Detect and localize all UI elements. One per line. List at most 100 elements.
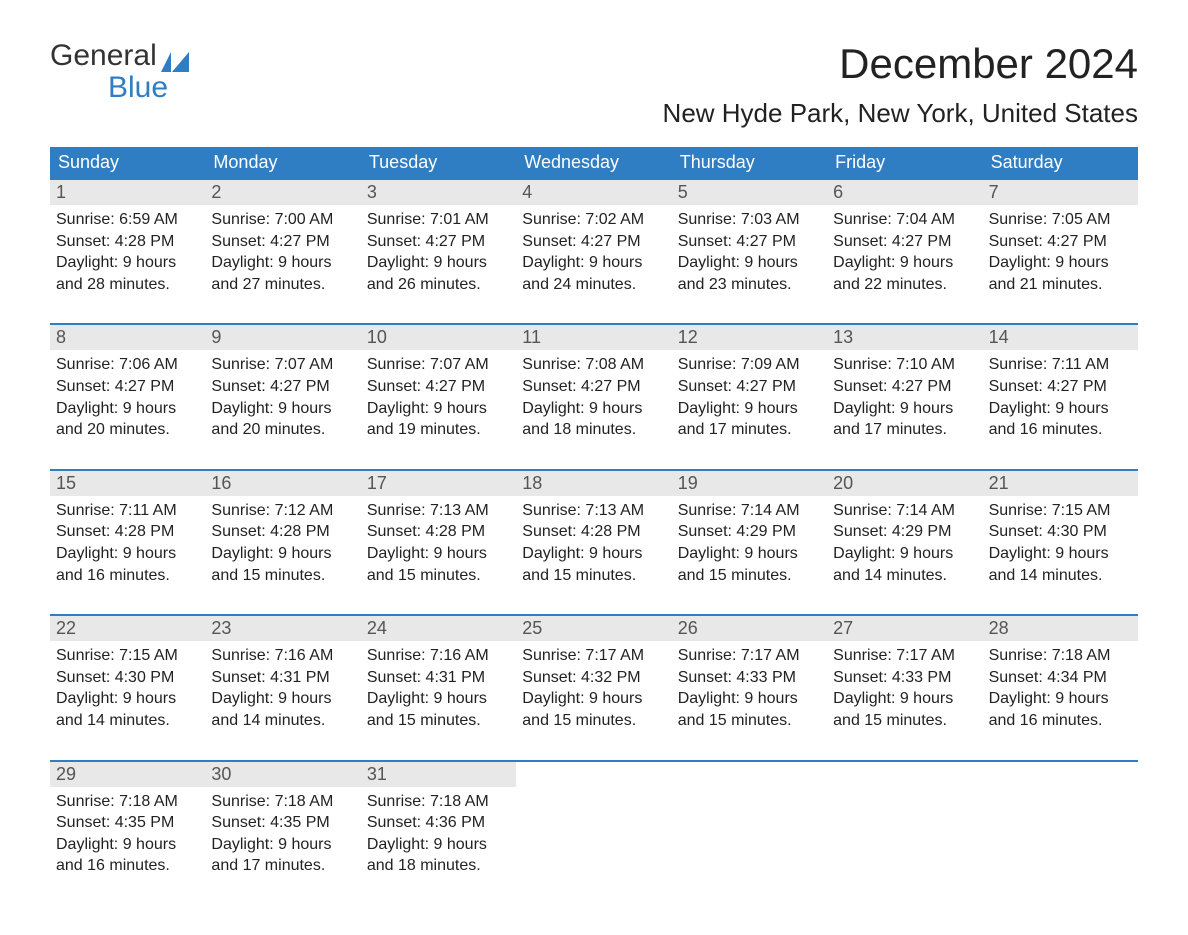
day-body: Sunrise: 6:59 AMSunset: 4:28 PMDaylight:…: [50, 205, 205, 295]
sunset-text: Sunset: 4:33 PM: [678, 667, 821, 689]
sunset-text: Sunset: 4:30 PM: [989, 521, 1132, 543]
sunrise-text: Sunrise: 7:17 AM: [522, 645, 665, 667]
daylight-text: Daylight: 9 hours and 27 minutes.: [211, 252, 354, 295]
day-number: 17: [361, 471, 516, 496]
day-number: 20: [827, 471, 982, 496]
day-body: Sunrise: 7:17 AMSunset: 4:32 PMDaylight:…: [516, 641, 671, 731]
title-block: December 2024 New Hyde Park, New York, U…: [663, 40, 1138, 129]
day-body: Sunrise: 7:13 AMSunset: 4:28 PMDaylight:…: [361, 496, 516, 586]
sunset-text: Sunset: 4:27 PM: [211, 376, 354, 398]
sunset-text: Sunset: 4:31 PM: [367, 667, 510, 689]
daylight-text: Daylight: 9 hours and 14 minutes.: [56, 688, 199, 731]
day-number: 8: [50, 325, 205, 350]
sunset-text: Sunset: 4:30 PM: [56, 667, 199, 689]
sunset-text: Sunset: 4:27 PM: [989, 231, 1132, 253]
day-body: Sunrise: 7:17 AMSunset: 4:33 PMDaylight:…: [827, 641, 982, 731]
day-body: Sunrise: 7:10 AMSunset: 4:27 PMDaylight:…: [827, 350, 982, 440]
day-body: Sunrise: 7:05 AMSunset: 4:27 PMDaylight:…: [983, 205, 1138, 295]
day-body: Sunrise: 7:01 AMSunset: 4:27 PMDaylight:…: [361, 205, 516, 295]
sunrise-text: Sunrise: 7:15 AM: [989, 500, 1132, 522]
calendar-cell: 12Sunrise: 7:09 AMSunset: 4:27 PMDayligh…: [672, 323, 827, 468]
day-body: Sunrise: 7:07 AMSunset: 4:27 PMDaylight:…: [361, 350, 516, 440]
calendar-cell: 18Sunrise: 7:13 AMSunset: 4:28 PMDayligh…: [516, 469, 671, 614]
calendar-cell: 7Sunrise: 7:05 AMSunset: 4:27 PMDaylight…: [983, 178, 1138, 323]
day-header: Friday: [827, 147, 982, 178]
logo-top: General: [50, 40, 189, 72]
day-number: 26: [672, 616, 827, 641]
daylight-text: Daylight: 9 hours and 16 minutes.: [56, 543, 199, 586]
sunrise-text: Sunrise: 7:11 AM: [989, 354, 1132, 376]
sunset-text: Sunset: 4:27 PM: [522, 376, 665, 398]
day-body: Sunrise: 7:03 AMSunset: 4:27 PMDaylight:…: [672, 205, 827, 295]
sunset-text: Sunset: 4:28 PM: [522, 521, 665, 543]
calendar-cell: 17Sunrise: 7:13 AMSunset: 4:28 PMDayligh…: [361, 469, 516, 614]
day-body: Sunrise: 7:18 AMSunset: 4:35 PMDaylight:…: [50, 787, 205, 877]
sunrise-text: Sunrise: 7:12 AM: [211, 500, 354, 522]
calendar-cell: 10Sunrise: 7:07 AMSunset: 4:27 PMDayligh…: [361, 323, 516, 468]
day-number: 30: [205, 762, 360, 787]
daylight-text: Daylight: 9 hours and 15 minutes.: [678, 543, 821, 586]
calendar-page: General Blue December 2024 New Hyde Park…: [0, 0, 1188, 935]
calendar-cell: 21Sunrise: 7:15 AMSunset: 4:30 PMDayligh…: [983, 469, 1138, 614]
logo-text-bottom: Blue: [108, 72, 189, 104]
day-number: 24: [361, 616, 516, 641]
sunset-text: Sunset: 4:28 PM: [211, 521, 354, 543]
day-number: 2: [205, 180, 360, 205]
day-number: 9: [205, 325, 360, 350]
sunset-text: Sunset: 4:34 PM: [989, 667, 1132, 689]
sunrise-text: Sunrise: 7:10 AM: [833, 354, 976, 376]
sunrise-text: Sunrise: 7:03 AM: [678, 209, 821, 231]
sunset-text: Sunset: 4:27 PM: [522, 231, 665, 253]
sunset-text: Sunset: 4:27 PM: [833, 376, 976, 398]
calendar-cell-empty: [672, 760, 827, 905]
location: New Hyde Park, New York, United States: [663, 98, 1138, 129]
sunrise-text: Sunrise: 7:17 AM: [833, 645, 976, 667]
day-number: 16: [205, 471, 360, 496]
logo: General Blue: [50, 40, 189, 103]
day-number: 3: [361, 180, 516, 205]
calendar-cell: 26Sunrise: 7:17 AMSunset: 4:33 PMDayligh…: [672, 614, 827, 759]
sunrise-text: Sunrise: 6:59 AM: [56, 209, 199, 231]
sunset-text: Sunset: 4:29 PM: [678, 521, 821, 543]
sunset-text: Sunset: 4:35 PM: [56, 812, 199, 834]
day-body: Sunrise: 7:11 AMSunset: 4:28 PMDaylight:…: [50, 496, 205, 586]
sunrise-text: Sunrise: 7:04 AM: [833, 209, 976, 231]
day-header: Saturday: [983, 147, 1138, 178]
daylight-text: Daylight: 9 hours and 15 minutes.: [522, 543, 665, 586]
sunset-text: Sunset: 4:32 PM: [522, 667, 665, 689]
sunrise-text: Sunrise: 7:13 AM: [522, 500, 665, 522]
sunrise-text: Sunrise: 7:06 AM: [56, 354, 199, 376]
sunrise-text: Sunrise: 7:07 AM: [211, 354, 354, 376]
day-header: Wednesday: [516, 147, 671, 178]
daylight-text: Daylight: 9 hours and 21 minutes.: [989, 252, 1132, 295]
day-number: 27: [827, 616, 982, 641]
sunrise-text: Sunrise: 7:09 AM: [678, 354, 821, 376]
sunset-text: Sunset: 4:27 PM: [678, 231, 821, 253]
day-number: 14: [983, 325, 1138, 350]
daylight-text: Daylight: 9 hours and 20 minutes.: [56, 398, 199, 441]
daylight-text: Daylight: 9 hours and 15 minutes.: [211, 543, 354, 586]
day-number: 28: [983, 616, 1138, 641]
day-body: Sunrise: 7:16 AMSunset: 4:31 PMDaylight:…: [361, 641, 516, 731]
calendar-cell: 16Sunrise: 7:12 AMSunset: 4:28 PMDayligh…: [205, 469, 360, 614]
daylight-text: Daylight: 9 hours and 16 minutes.: [56, 834, 199, 877]
day-body: Sunrise: 7:12 AMSunset: 4:28 PMDaylight:…: [205, 496, 360, 586]
sunset-text: Sunset: 4:33 PM: [833, 667, 976, 689]
day-number: 21: [983, 471, 1138, 496]
day-body: Sunrise: 7:16 AMSunset: 4:31 PMDaylight:…: [205, 641, 360, 731]
day-body: Sunrise: 7:04 AMSunset: 4:27 PMDaylight:…: [827, 205, 982, 295]
sunset-text: Sunset: 4:28 PM: [367, 521, 510, 543]
calendar-cell: 30Sunrise: 7:18 AMSunset: 4:35 PMDayligh…: [205, 760, 360, 905]
sunrise-text: Sunrise: 7:14 AM: [678, 500, 821, 522]
day-number: 12: [672, 325, 827, 350]
sunrise-text: Sunrise: 7:01 AM: [367, 209, 510, 231]
sunset-text: Sunset: 4:35 PM: [211, 812, 354, 834]
sunrise-text: Sunrise: 7:15 AM: [56, 645, 199, 667]
sunrise-text: Sunrise: 7:00 AM: [211, 209, 354, 231]
sunset-text: Sunset: 4:27 PM: [367, 231, 510, 253]
sunset-text: Sunset: 4:27 PM: [678, 376, 821, 398]
calendar-cell: 29Sunrise: 7:18 AMSunset: 4:35 PMDayligh…: [50, 760, 205, 905]
day-body: Sunrise: 7:13 AMSunset: 4:28 PMDaylight:…: [516, 496, 671, 586]
sunrise-text: Sunrise: 7:11 AM: [56, 500, 199, 522]
daylight-text: Daylight: 9 hours and 20 minutes.: [211, 398, 354, 441]
